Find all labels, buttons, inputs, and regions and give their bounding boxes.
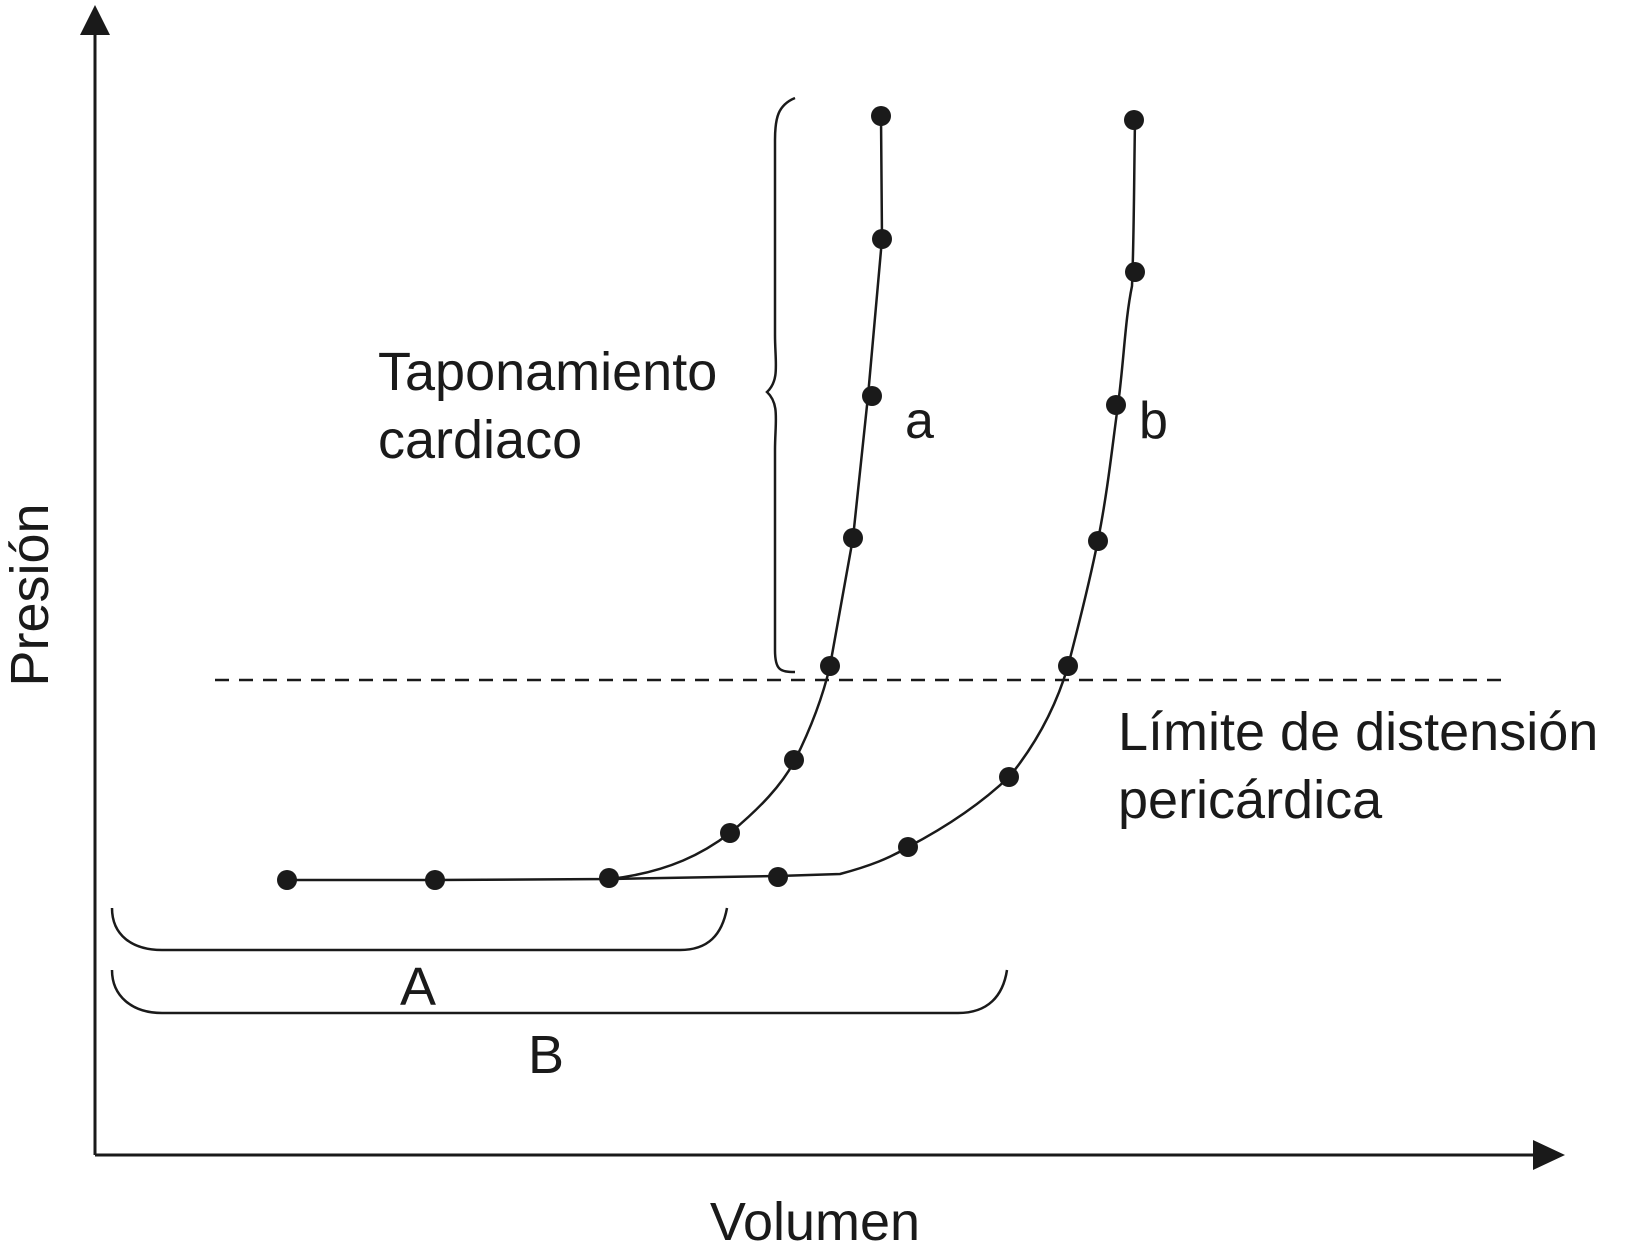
curve-b-point [1125,262,1145,282]
curve-b-point [898,837,918,857]
curve-a-point [862,386,882,406]
tamponade-brace [765,96,796,674]
x-axis-arrowhead [1533,1140,1565,1170]
curve-a-point [820,656,840,676]
curve-b-line [609,119,1137,881]
y-axis-label: Presión [0,503,60,686]
curve-b-points [768,110,1145,887]
curve-a-point [871,106,891,126]
range-a-label: A [400,957,436,1017]
curve-b-point [1058,656,1078,676]
curve-a-label: a [905,392,934,450]
tamponade-label-line2: cardiaco [378,410,582,470]
curve-b-point [768,867,788,887]
curve-b-point [1106,395,1126,415]
curve-a-point [720,823,740,843]
curve-a-point [425,870,445,890]
range-b-bracket [110,969,1009,1015]
curve-a-point [277,870,297,890]
curve-b-point [1088,531,1108,551]
curve-a-point [599,868,619,888]
range-b-label: B [528,1025,564,1085]
curve-a-point [843,528,863,548]
curve-b-point [999,767,1019,787]
curve-a-line [287,115,884,882]
limit-label-line2: pericárdica [1118,770,1383,830]
range-a-bracket [110,907,729,952]
curve-b-label: b [1139,392,1168,450]
curve-a-point [872,229,892,249]
tamponade-label-line1: Taponamiento [378,342,717,402]
curve-a-points [277,106,892,890]
x-axis-label: Volumen [710,1192,920,1252]
y-axis-arrowhead [80,5,110,35]
curve-a-point [784,750,804,770]
axes [80,5,1565,1170]
curve-b-point [1124,110,1144,130]
limit-label-line1: Límite de distensión [1118,702,1598,762]
